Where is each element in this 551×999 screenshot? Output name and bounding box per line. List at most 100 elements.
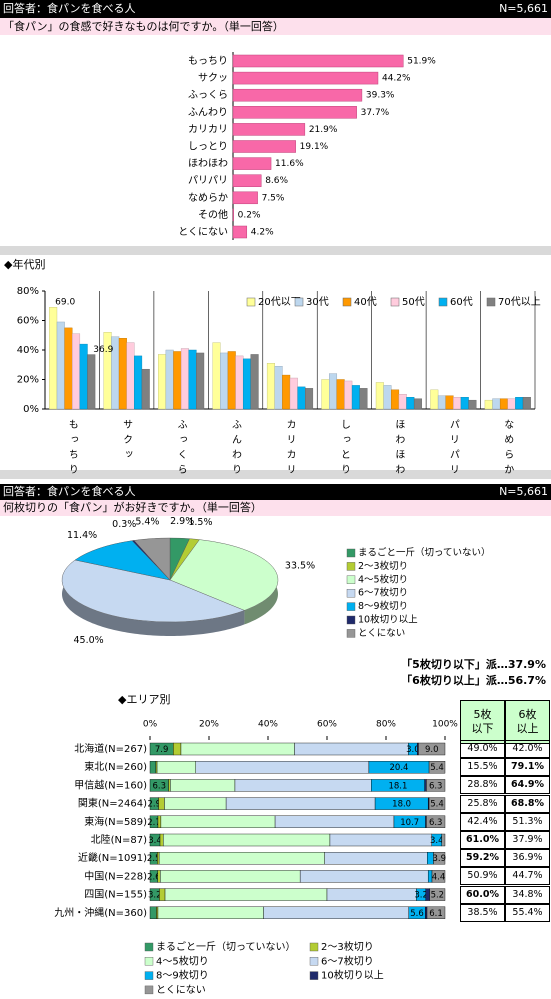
legend-label: 10枚切り以上 [358,614,418,626]
value-label: 5.4% [135,517,159,528]
value-label: 37.7% [361,108,390,118]
bar [87,354,96,410]
bar-segment [158,797,165,810]
header-bar [0,484,551,500]
bar-segment [425,888,430,901]
legend-label: まるごと一斤（切っていない） [358,547,491,559]
bar [232,208,234,222]
bar-segment [234,779,372,792]
table-cell: 61.0% [460,831,505,849]
y-tick-label: 80% [17,286,39,297]
x-tick-label: ふっくら [175,419,187,479]
category-label: パリパリ [188,175,228,187]
value-label: 11.6% [275,159,304,169]
bar [232,106,357,119]
table-cell: 51.3% [505,812,550,831]
bar [141,368,150,410]
value-label: 3.2 [414,891,428,901]
legend-swatch [346,589,356,598]
bar [297,386,306,410]
bar [235,355,244,410]
table-cell: 60.0% [460,885,505,904]
category-label: 近畿(N=1091) [78,851,147,864]
value-label: 2.7 [147,818,161,828]
bar-segment [441,833,446,847]
bar [305,388,314,410]
bar-segment [429,888,446,901]
separator [0,470,551,479]
legend-label: 6～7枚切り [358,587,408,599]
value-label: 3.4 [148,836,162,846]
category-label: もっちり [188,55,228,67]
bar [64,327,73,410]
legend-swatch [309,957,319,966]
value-label: 18.0 [392,800,411,810]
bar-segment [149,761,157,774]
x-tick-label: 0% [143,720,158,730]
category-label: ふんわり [188,106,228,118]
bar [118,338,127,410]
bar [406,397,415,410]
table-cell: 37.9% [505,831,550,849]
table-cell: 42.0% [505,740,550,758]
value-label: 33.5% [285,560,315,571]
category-label: ふっくら [188,89,228,101]
category-label: ほわほわ [188,158,228,170]
bar-segment [324,852,428,865]
bar [232,157,272,170]
x-tick-label: 80% [376,720,396,730]
value-label: 2.5 [147,854,161,864]
legend-swatch [346,602,356,611]
respondent: 回答者：食パンを食べる人 [3,1,136,15]
legend-label: 8～9枚切り [156,969,209,982]
category-label: 北陸(N=87) [91,833,147,846]
bar [492,398,501,410]
value-label: 2.9 [148,800,162,810]
category-label: 東北(N=260) [84,760,147,773]
bar [383,385,392,410]
bar [375,382,384,410]
table-cell: 59.2% [460,849,505,868]
value-label: 3.4 [430,836,444,846]
bar-segment [157,906,264,919]
bar [220,352,229,410]
legend-label: 10枚切り以上 [321,969,384,982]
bar [232,174,262,187]
header-bar [0,0,551,18]
value-label: 10.7 [400,818,419,828]
table-cell: 44.7% [505,867,550,886]
question-bar [0,500,551,516]
category-label: 東海(N=589) [84,815,147,828]
question-bar [0,18,551,35]
legend-label: 2～3枚切り [321,940,374,953]
value-label: 9.0 [425,745,439,755]
value-label: 45.0% [73,635,103,646]
bar [430,389,439,410]
value-label: 20.4 [390,763,409,773]
bar [79,343,88,410]
bar [103,332,112,410]
header-text: 6枚以上 [516,708,539,735]
bar-segment [195,761,370,774]
bar [499,398,508,410]
bar-segment [263,906,409,919]
legend-label: 4～5枚切り [156,954,209,967]
bar-segment [173,742,182,756]
legend-swatch [309,971,319,980]
category-label: なめらか [188,192,228,204]
sample-size: N=5,661 [499,485,548,498]
bar [351,385,360,410]
table-cell: 36.9% [505,849,550,868]
bar [398,394,407,410]
separator [0,246,551,255]
bar [232,225,248,239]
pie-slice [169,539,279,611]
legend-swatch [294,297,304,307]
bar [212,342,221,410]
value-label: 19.1% [300,142,329,152]
bar-segment [299,870,429,883]
table-header: 5枚以下 [460,700,505,744]
bar [126,342,135,410]
category-label: サクッ [198,72,228,84]
legend-label: 50代 [402,296,425,308]
